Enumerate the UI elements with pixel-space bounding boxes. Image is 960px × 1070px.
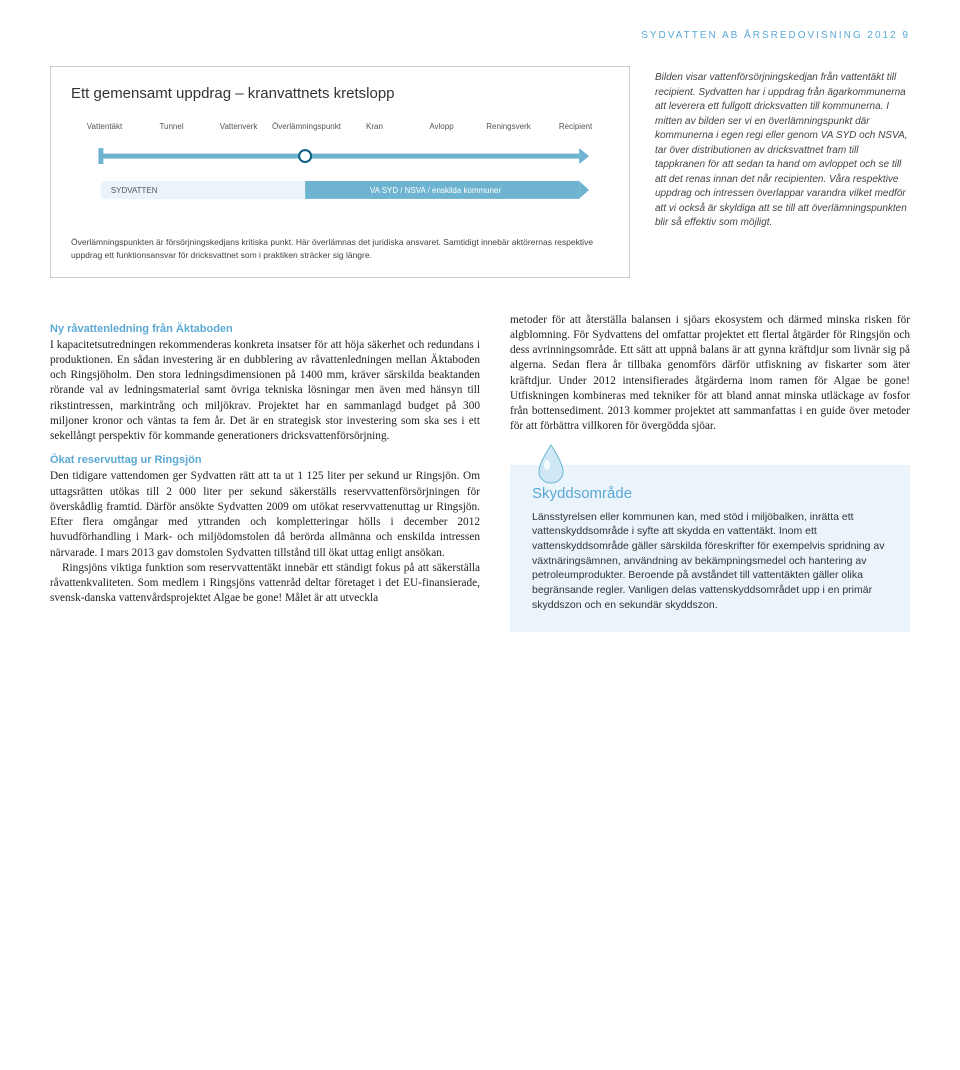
label-kran: Kran <box>341 122 408 131</box>
diagram-title: Ett gemensamt uppdrag – kranvattnets kre… <box>71 85 609 102</box>
para-aktaboden: I kapacitetsutredningen rekommenderas ko… <box>50 338 480 445</box>
cycle-svg: SYDVATTEN VA SYD / NSVA / enskilda kommu… <box>71 136 609 216</box>
para-right-1: metoder för att återställa balansen i sj… <box>510 313 910 435</box>
bar-right-text: VA SYD / NSVA / enskilda kommuner <box>370 186 502 195</box>
column-right: metoder för att återställa balansen i sj… <box>510 313 910 633</box>
callout-text: Länsstyrelsen eller kommunen kan, med st… <box>532 510 888 613</box>
callout-box: Skyddsområde Länsstyrelsen eller kommune… <box>510 465 910 633</box>
para-ringsjon-1: Den tidigare vattendomen ger Sydvatten r… <box>50 469 480 561</box>
label-overlamning: Överlämningspunkt <box>272 122 341 131</box>
label-recipient: Recipient <box>542 122 609 131</box>
cycle-diagram: Ett gemensamt uppdrag – kranvattnets kre… <box>50 66 630 278</box>
subhead-aktaboden: Ny råvattenledning från Äktaboden <box>50 323 480 335</box>
page: SYDVATTEN AB ÅRSREDOVISNING 2012 9 Ett g… <box>0 0 960 662</box>
column-left: Ny råvattenledning från Äktaboden I kapa… <box>50 313 480 633</box>
label-tunnel: Tunnel <box>138 122 205 131</box>
label-vattenverk: Vattenverk <box>205 122 272 131</box>
para-ringsjon-2: Ringsjöns viktiga funktion som reservvat… <box>50 561 480 607</box>
bar-left-text: SYDVATTEN <box>111 186 158 195</box>
diagram-footnote: Överlämningspunkten är försörjningskedja… <box>71 236 609 262</box>
label-vattentakt: Vattentäkt <box>71 122 138 131</box>
body-columns: Ny råvattenledning från Äktaboden I kapa… <box>50 313 910 633</box>
label-reningsverk: Reningsverk <box>475 122 542 131</box>
diagram-caption: Bilden visar vattenförsörjningskedjan fr… <box>655 66 910 278</box>
callout-title: Skyddsområde <box>532 485 888 502</box>
water-drop-icon <box>535 443 567 485</box>
cycle-labels-row: Vattentäkt Tunnel Vattenverk Överlämning… <box>71 122 609 131</box>
page-header: SYDVATTEN AB ÅRSREDOVISNING 2012 9 <box>50 30 910 41</box>
subhead-ringsjon: Ökat reservuttag ur Ringsjön <box>50 454 480 466</box>
label-avlopp: Avlopp <box>408 122 475 131</box>
top-section: Ett gemensamt uppdrag – kranvattnets kre… <box>50 66 910 278</box>
